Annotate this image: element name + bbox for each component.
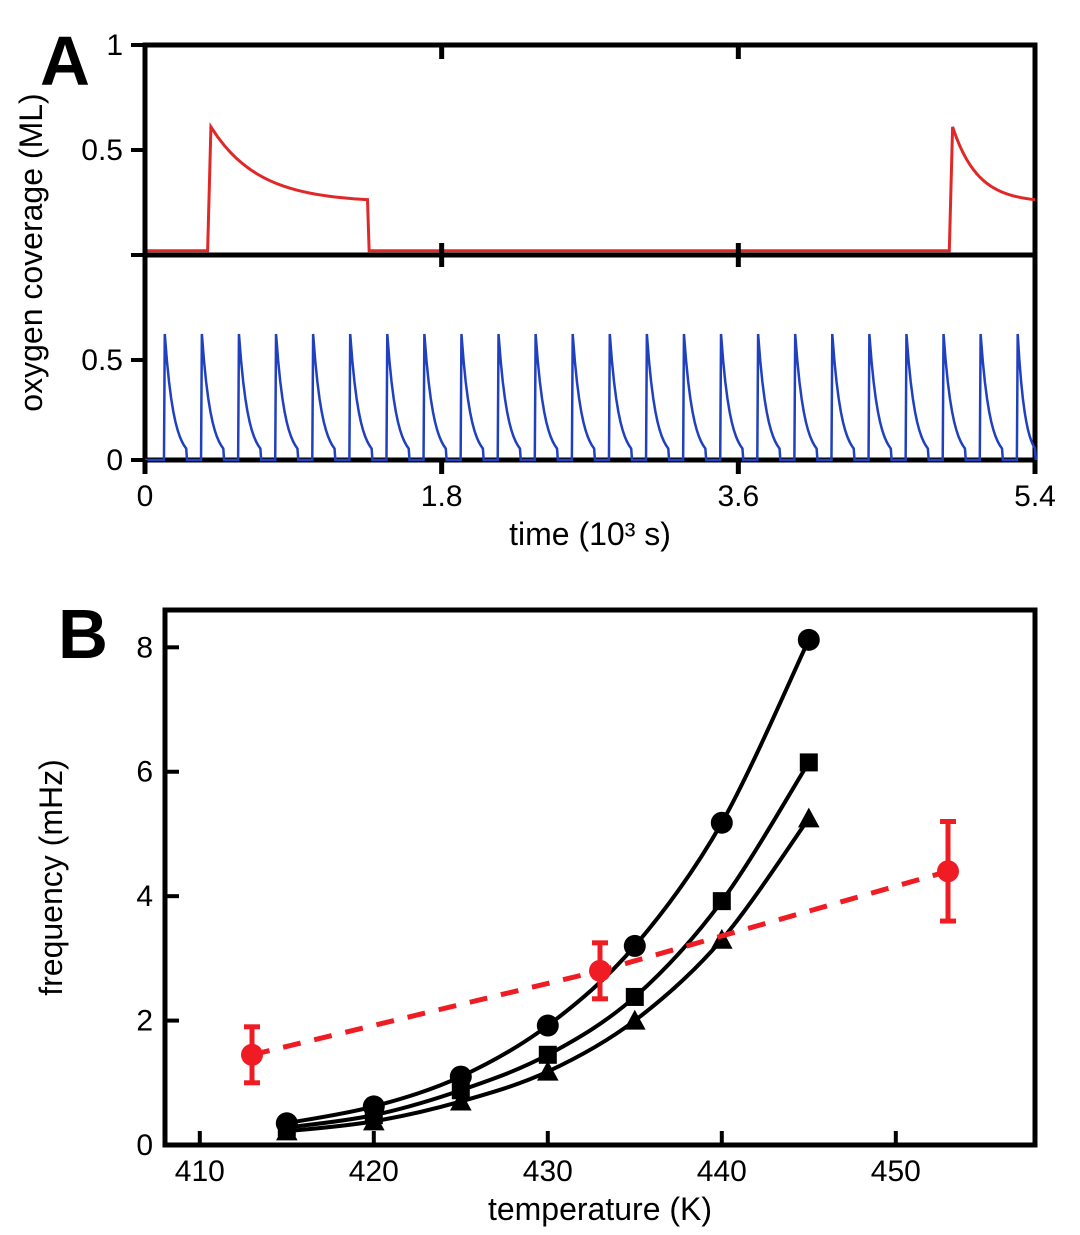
panel-b-exp-marker bbox=[241, 1044, 263, 1066]
figure-svg: A 0.5 1 0 0.5 0 1.8 3.6 5.4 time (10³ s) oxygen co… bbox=[0, 0, 1080, 1235]
panel-b-series-squares-marker bbox=[800, 753, 818, 771]
panel-a-top-series bbox=[145, 127, 1035, 251]
panel-b-xtick-label: 430 bbox=[523, 1155, 573, 1188]
panel-b-ytick-label: 0 bbox=[136, 1129, 153, 1162]
figure-container: A 0.5 1 0 0.5 0 1.8 3.6 5.4 time (10³ s) oxygen co… bbox=[0, 0, 1080, 1235]
panel-b-xtick-label: 450 bbox=[871, 1155, 921, 1188]
panel-a-xtick-label: 1.8 bbox=[421, 480, 463, 513]
panel-a-label: A bbox=[40, 22, 90, 100]
panel-b-series-triangles-line bbox=[287, 818, 809, 1131]
panel-b-frame bbox=[165, 610, 1035, 1145]
panel-b-xtick-label: 410 bbox=[175, 1155, 225, 1188]
panel-b-label: B bbox=[58, 595, 108, 673]
panel-a-xtick-label: 3.6 bbox=[717, 480, 759, 513]
panel-b-xtick-label: 420 bbox=[349, 1155, 399, 1188]
panel-a-top-ytick-label: 1 bbox=[106, 29, 123, 62]
panel-b-ytick-label: 6 bbox=[136, 756, 153, 789]
panel-b-exp-marker bbox=[937, 860, 959, 882]
panel-b-series-circles-marker bbox=[798, 629, 820, 651]
panel-a-xlabel: time (10³ s) bbox=[509, 516, 671, 552]
panel-a-bot-ytick-label: 0.5 bbox=[81, 344, 123, 377]
panel-a-ylabel: oxygen coverage (ML) bbox=[13, 93, 49, 411]
panel-a-bottom-series bbox=[145, 334, 1036, 460]
panel-b-series-circles-marker bbox=[537, 1015, 559, 1037]
panel-b-series-squares-marker bbox=[713, 892, 731, 910]
panel-b-series-circles-marker bbox=[711, 812, 733, 834]
panel-a-xtick-label: 0 bbox=[137, 480, 154, 513]
panel-b-series-circles-marker bbox=[624, 935, 646, 957]
panel-b-series-squares-marker bbox=[626, 988, 644, 1006]
panel-b-exp-marker bbox=[589, 960, 611, 982]
panel-b-ytick-label: 8 bbox=[136, 631, 153, 664]
panel-b-xtick-label: 440 bbox=[697, 1155, 747, 1188]
panel-b-ytick-label: 4 bbox=[136, 880, 153, 913]
panel-a-bot-ytick-label: 0 bbox=[106, 444, 123, 477]
panel-b-series-triangles-marker bbox=[798, 808, 820, 828]
panel-b-xlabel: temperature (K) bbox=[488, 1191, 712, 1227]
panel-b-ylabel: frequency (mHz) bbox=[33, 759, 69, 996]
panel-b-ytick-label: 2 bbox=[136, 1005, 153, 1038]
panel-a-top-ytick-label: 0.5 bbox=[81, 134, 123, 167]
panel-a-xtick-label: 5.4 bbox=[1014, 480, 1056, 513]
